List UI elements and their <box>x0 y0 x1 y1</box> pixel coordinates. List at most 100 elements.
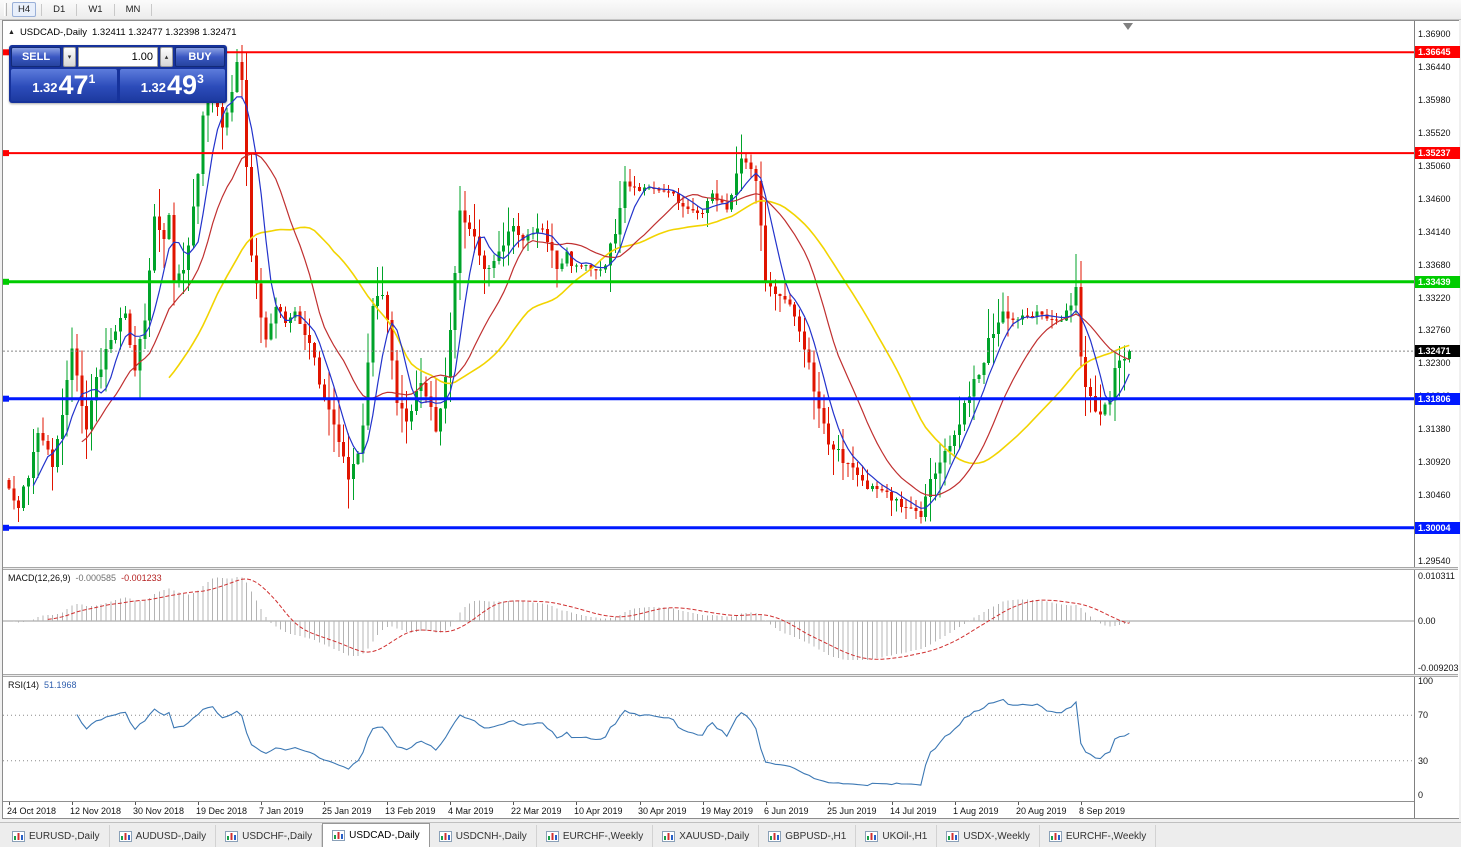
date-tick-mark <box>576 802 577 805</box>
level-line-handle[interactable] <box>3 150 9 157</box>
level-line-handle[interactable] <box>3 278 9 285</box>
date-tick-mark <box>955 802 956 805</box>
timeframe-w1-button[interactable]: W1 <box>82 2 108 17</box>
price-tick: 1.35060 <box>1418 161 1451 171</box>
tab-usdchf-daily[interactable]: USDCHF-,Daily <box>216 825 323 847</box>
tab-label: AUDUSD-,Daily <box>135 830 207 842</box>
chart-shift-marker[interactable] <box>1123 23 1133 30</box>
date-tick: 30 Nov 2018 <box>133 806 185 816</box>
date-tick-mark <box>387 802 388 805</box>
tab-eurchf-weekly[interactable]: EURCHF-,Weekly <box>1039 825 1157 847</box>
price-level-tag: 1.33439 <box>1415 276 1460 288</box>
tab-label: EURUSD-,Daily <box>29 830 100 842</box>
price-level-tag: 1.30004 <box>1415 522 1460 534</box>
tab-ukoil-h1[interactable]: UKOil-,H1 <box>856 825 938 847</box>
level-line-handle[interactable] <box>3 524 9 531</box>
date-tick: 8 Sep 2019 <box>1079 806 1126 816</box>
sell-price-display[interactable]: 1.32 47 1 <box>11 69 117 101</box>
price-level-tag: 1.35237 <box>1415 147 1460 159</box>
volume-input[interactable] <box>78 47 158 67</box>
toolbar-separator <box>113 3 115 16</box>
price-tick: 1.32760 <box>1418 325 1451 335</box>
date-tick: 13 Feb 2019 <box>385 806 436 816</box>
tab-eurchf-weekly[interactable]: EURCHF-,Weekly <box>536 825 654 847</box>
price-level-tag: 1.36645 <box>1415 46 1460 58</box>
level-line-handle[interactable] <box>3 49 9 56</box>
toolbar-separator <box>151 3 153 16</box>
ma-6-line <box>32 96 1130 509</box>
rsi-label: RSI(14) 51.1968 <box>8 680 77 690</box>
rsi-value: 51.1968 <box>44 680 77 690</box>
chart-ohlc-values: 1.32411 1.32477 1.32398 1.32471 <box>91 27 237 38</box>
pane-resize-handle[interactable] <box>3 674 1458 677</box>
date-tick-mark <box>324 802 325 805</box>
volume-step-button[interactable]: ▴ <box>160 47 173 67</box>
rsi-axis-tick: 0 <box>1418 790 1424 800</box>
sell-price-pipette: 1 <box>88 72 96 86</box>
date-tick-mark <box>135 802 136 805</box>
tab-label: USDCHF-,Daily <box>242 830 313 842</box>
pane-resize-handle[interactable] <box>3 567 1458 570</box>
timeframe-d1-button[interactable]: D1 <box>47 2 71 17</box>
date-tick-mark <box>198 802 199 805</box>
timeframes-toolbar: H4 D1 W1 MN <box>0 0 1461 20</box>
date-tick: 6 Jun 2019 <box>764 806 809 816</box>
chart-window: ▲ USDCAD-,Daily 1.32411 1.32477 1.32398 … <box>2 20 1460 819</box>
toolbar-grip[interactable] <box>4 3 7 16</box>
date-tick-mark <box>892 802 893 805</box>
level-line-handle[interactable] <box>3 395 9 402</box>
ma-16-line <box>81 153 1130 496</box>
price-tick: 1.33680 <box>1418 260 1451 270</box>
date-tick: 22 Mar 2019 <box>511 806 562 816</box>
current-price-tag: 1.32471 <box>1415 345 1460 357</box>
macd-pane[interactable] <box>3 570 1414 674</box>
time-axis[interactable]: 24 Oct 2018 12 Nov 2018 30 Nov 2018 19 Dec … <box>3 801 1414 818</box>
sell-price-figure: 1.32 <box>32 80 58 95</box>
timeframe-mn-button[interactable]: MN <box>120 2 147 17</box>
price-tick: 1.32300 <box>1418 358 1451 368</box>
tab-label: USDCAD-,Daily <box>349 830 420 841</box>
rsi-pane[interactable] <box>3 677 1414 801</box>
price-axis[interactable]: 1.36900 1.36440 1.35980 1.35520 1.35060 1.346… <box>1414 21 1460 818</box>
chart-tab-icon <box>545 830 559 842</box>
buy-button[interactable]: BUY <box>175 47 225 67</box>
chart-tab-icon <box>865 830 879 842</box>
rsi-indicator-name: RSI(14) <box>8 680 40 690</box>
buy-price-display[interactable]: 1.32 49 3 <box>119 69 225 101</box>
chart-symbol-label: USDCAD-,Daily <box>19 27 87 38</box>
tab-xauusd-daily[interactable]: XAUUSD-,Daily <box>653 825 760 847</box>
sell-button[interactable]: SELL <box>11 47 61 67</box>
date-tick-mark <box>513 802 514 805</box>
date-tick-mark <box>829 802 830 805</box>
tab-label: XAUUSD-,Daily <box>679 830 750 842</box>
tab-usdx-weekly[interactable]: USDX-,Weekly <box>937 825 1040 847</box>
date-tick-mark <box>261 802 262 805</box>
date-tick: 12 Nov 2018 <box>70 806 122 816</box>
date-tick-mark <box>72 802 73 805</box>
volume-preset-button[interactable]: ▾ <box>63 47 76 67</box>
chart-icon: ▲ <box>8 29 15 36</box>
tab-usdcad-daily[interactable]: USDCAD-,Daily <box>322 823 430 847</box>
macd-signal-line <box>47 578 1130 660</box>
chart-tab-icon <box>332 830 346 841</box>
price-chart-pane[interactable] <box>3 21 1414 567</box>
date-tick: 7 Jan 2019 <box>259 806 304 816</box>
ma-34-line <box>168 199 1130 465</box>
date-tick: 1 Aug 2019 <box>953 806 999 816</box>
macd-signal-value: -0.001233 <box>121 573 162 583</box>
tab-gbpusd-h1[interactable]: GBPUSD-,H1 <box>759 825 857 847</box>
date-tick: 20 Aug 2019 <box>1016 806 1067 816</box>
date-tick: 19 May 2019 <box>701 806 754 816</box>
date-tick: 25 Jun 2019 <box>827 806 877 816</box>
tab-usdcnh-daily[interactable]: USDCNH-,Daily <box>429 825 537 847</box>
toolbar-separator <box>76 3 78 16</box>
date-tick-mark <box>1081 802 1082 805</box>
price-tick: 1.31380 <box>1418 424 1451 434</box>
tab-audusd-daily[interactable]: AUDUSD-,Daily <box>109 825 217 847</box>
date-tick: 30 Apr 2019 <box>638 806 687 816</box>
timeframe-h4-button[interactable]: H4 <box>12 2 37 17</box>
rsi-axis-tick: 70 <box>1418 710 1429 720</box>
rsi-line <box>76 698 1130 787</box>
tab-eurusd-daily[interactable]: EURUSD-,Daily <box>3 825 110 847</box>
